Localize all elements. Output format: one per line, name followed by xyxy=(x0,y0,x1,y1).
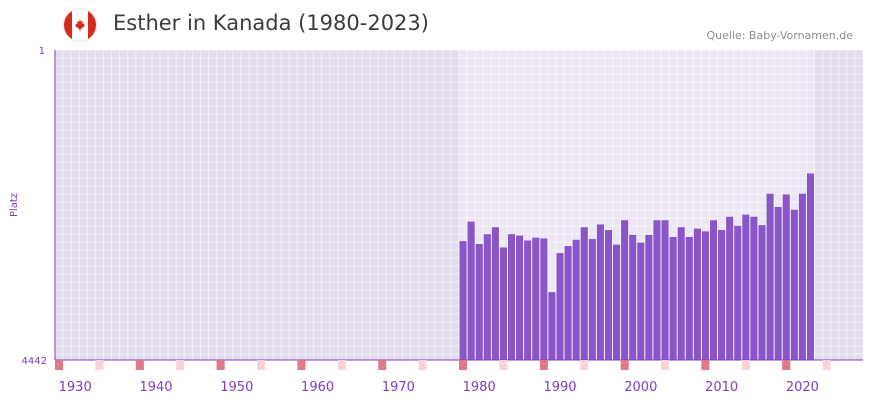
decade-marker xyxy=(378,360,387,370)
x-tick-label: 1990 xyxy=(543,380,576,395)
bar-1986 xyxy=(524,240,532,360)
x-tick-label: 2020 xyxy=(786,380,819,395)
chart-title: Esther in Kanada (1980-2023) xyxy=(113,11,429,35)
bar-1996 xyxy=(604,230,613,360)
decade-marker xyxy=(297,360,306,370)
bar-2003 xyxy=(661,220,669,360)
bar-1979 xyxy=(467,221,475,360)
bar-1988 xyxy=(540,238,548,360)
x-tick-label: 1930 xyxy=(59,380,92,395)
half-decade-marker xyxy=(822,360,831,370)
decade-marker xyxy=(620,360,629,370)
bar-1993 xyxy=(580,227,588,360)
bar-2011 xyxy=(726,216,734,360)
x-tick-label: 1940 xyxy=(139,380,172,395)
x-tick-label: 2000 xyxy=(624,380,657,395)
bar-1981 xyxy=(483,234,491,360)
half-decade-marker xyxy=(741,360,750,370)
half-decade-marker xyxy=(257,360,266,370)
bar-1980 xyxy=(475,243,483,360)
bar-1991 xyxy=(564,246,572,360)
bar-1983 xyxy=(499,247,507,360)
half-decade-marker xyxy=(661,360,670,370)
y-tick-label-top: 1 xyxy=(39,46,45,57)
y-axis-label: Platz xyxy=(9,193,20,217)
y-tick-labels: 1 4442 xyxy=(22,46,47,367)
bar-1985 xyxy=(516,235,524,360)
bar-2002 xyxy=(653,220,661,360)
bar-2018 xyxy=(782,194,790,360)
x-tick-labels: 1930 1940 1950 1960 1970 1980 1990 2000 2010 2020 xyxy=(59,380,819,395)
bar-2015 xyxy=(758,225,766,360)
bar-2012 xyxy=(734,225,742,360)
bar-2007 xyxy=(693,228,701,360)
half-decade-marker xyxy=(95,360,104,370)
bar-2008 xyxy=(701,231,709,360)
bar-2021 xyxy=(806,173,815,360)
bar-2004 xyxy=(669,237,677,360)
y-tick-label-bottom: 4442 xyxy=(22,356,47,367)
bar-2010 xyxy=(718,230,726,360)
bar-2020 xyxy=(798,193,806,360)
bar-2013 xyxy=(742,214,750,360)
decade-marker xyxy=(539,360,548,370)
x-tick-label: 1960 xyxy=(301,380,334,395)
bar-1982 xyxy=(491,227,499,360)
bar-1994 xyxy=(588,239,596,360)
half-decade-marker xyxy=(499,360,508,370)
x-tick-label: 1970 xyxy=(382,380,415,395)
x-tick-label: 2010 xyxy=(705,380,738,395)
decade-marker xyxy=(135,360,144,370)
bar-2016 xyxy=(766,193,774,360)
bar-1992 xyxy=(572,239,580,360)
grid-lines xyxy=(54,49,864,360)
decade-marker xyxy=(459,360,468,370)
bar-1998 xyxy=(621,220,629,360)
half-decade-marker xyxy=(580,360,589,370)
bar-1987 xyxy=(532,237,540,360)
bar-2000 xyxy=(637,242,645,360)
bar-2014 xyxy=(750,216,758,360)
half-decade-marker xyxy=(337,360,346,370)
half-decade-marker xyxy=(418,360,427,370)
bar-1997 xyxy=(613,244,621,360)
bar-2009 xyxy=(709,220,718,360)
bar-2001 xyxy=(645,234,653,360)
bar-1989 xyxy=(548,292,556,360)
bar-1999 xyxy=(629,234,637,360)
half-decade-marker xyxy=(176,360,185,370)
bar-2006 xyxy=(685,237,693,360)
x-tick-label: 1980 xyxy=(463,380,496,395)
bar-2017 xyxy=(774,206,782,360)
chart-header: Esther in Kanada (1980-2023) Quelle: Bab… xyxy=(0,0,873,50)
decade-marker xyxy=(701,360,710,370)
x-tick-label: 1950 xyxy=(220,380,253,395)
source-label: Quelle: Baby-Vornamen.de xyxy=(706,29,853,42)
bar-2019 xyxy=(790,209,798,360)
canada-flag-icon xyxy=(64,9,96,41)
bar-1990 xyxy=(556,253,564,360)
decade-marker xyxy=(782,360,791,370)
decade-marker xyxy=(55,360,64,370)
bar-series xyxy=(459,173,815,360)
bar-2005 xyxy=(677,227,685,360)
decade-marker xyxy=(216,360,225,370)
bar-1984 xyxy=(507,234,516,360)
bar-1978 xyxy=(459,241,467,360)
bar-1995 xyxy=(596,224,604,360)
year-markers xyxy=(55,360,831,370)
